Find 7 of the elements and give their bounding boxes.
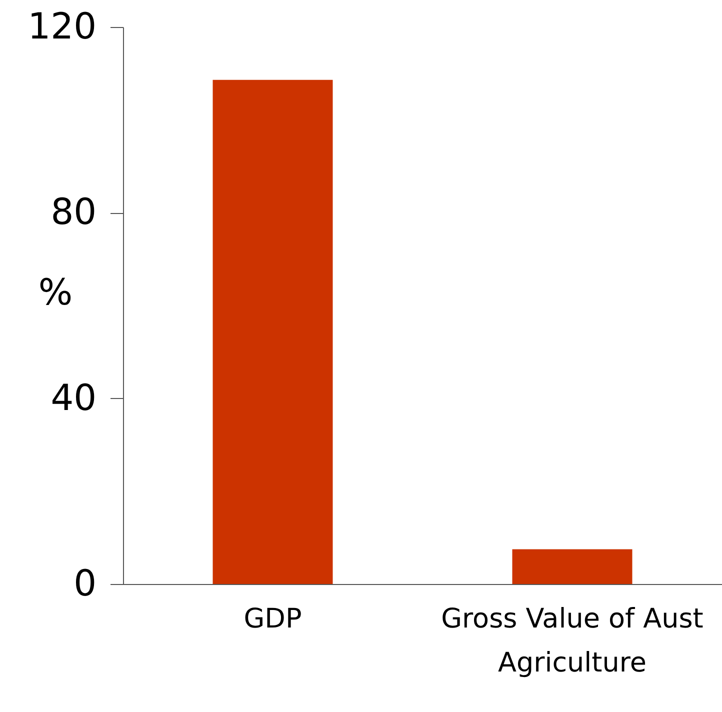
x-tick-label: Gross Value of Aust Agriculture [441,604,704,678]
y-tick-label: 40 [50,378,96,419]
x-tick-label: GDP [244,604,302,634]
y-tick-label: 120 [28,6,96,48]
y-tick-label: 0 [74,564,96,604]
y-axis-title: % [38,272,73,314]
y-tick-label: 80 [50,192,96,234]
